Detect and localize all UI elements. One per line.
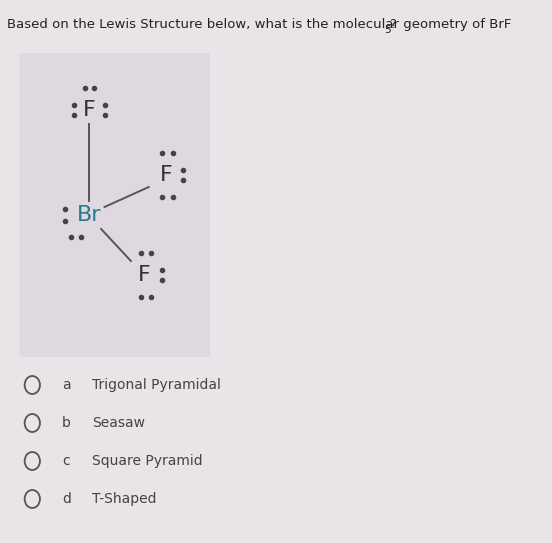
Text: a: a: [62, 378, 71, 392]
Text: T-Shaped: T-Shaped: [92, 492, 156, 506]
Text: Seasaw: Seasaw: [92, 416, 145, 430]
Text: F: F: [138, 265, 151, 285]
Text: c: c: [62, 454, 70, 468]
Text: Br: Br: [77, 205, 102, 225]
Text: 5: 5: [384, 25, 391, 35]
Text: Square Pyramid: Square Pyramid: [92, 454, 203, 468]
Text: F: F: [160, 165, 172, 185]
FancyBboxPatch shape: [19, 53, 210, 357]
Text: Based on the Lewis Structure below, what is the molecular geometry of BrF: Based on the Lewis Structure below, what…: [7, 18, 511, 31]
Text: b: b: [62, 416, 71, 430]
Text: F: F: [83, 100, 95, 120]
Text: Trigonal Pyramidal: Trigonal Pyramidal: [92, 378, 221, 392]
Text: ?: ?: [389, 18, 396, 31]
Text: d: d: [62, 492, 71, 506]
